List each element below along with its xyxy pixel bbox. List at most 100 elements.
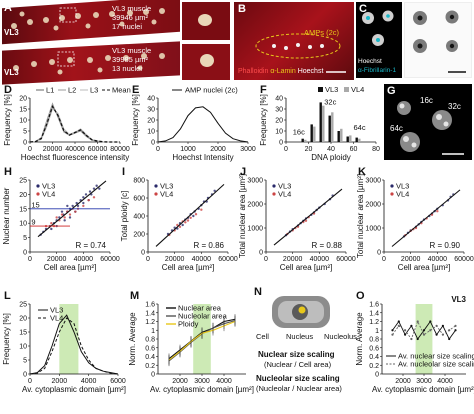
j-ylabel: Total nuclear area [µm²] (238, 174, 247, 258)
o-point-1-0 (391, 333, 394, 336)
h-point-vl4-12 (68, 213, 72, 216)
k-point-vl4-6 (436, 210, 439, 213)
d-ylabel: Frequency [%] (3, 94, 12, 146)
o-ytick-label-8: 1.6 (369, 302, 379, 309)
m-legend-1: Nucleolar area (178, 312, 228, 321)
l-legend-vl3: VL3 (50, 306, 63, 315)
k-ytick-label-3: 3000 (365, 178, 381, 185)
f-legend-swatch-1 (344, 87, 349, 92)
o-ytick-label-4: 0.8 (369, 337, 379, 344)
l-xtick-label-0: 0 (28, 378, 32, 385)
h-xtick-label-0: 0 (28, 256, 32, 263)
fiber2-muscle: VL3 muscle (112, 46, 152, 55)
f-xtick-label-2: 40 (327, 146, 335, 153)
panel-h: 0 20000 40000 60000 0 5 10 15 20 25 Cell area [µm²… (0, 166, 120, 286)
chart-j: 0 20000 40000 60000 0 1000 2000 3000 Cell area [… (238, 174, 356, 272)
o-point-0-3 (410, 324, 413, 327)
chart-i: 0 20000 40000 60000 0 200 400 600 800 Cell area [… (120, 178, 238, 273)
fiber1-area: 39946 µm² (112, 13, 149, 22)
o-xtick-label-0: 2000 (395, 378, 411, 385)
o-point-0-2 (404, 333, 407, 336)
chart-h: 0 20000 40000 60000 0 5 10 15 20 25 Cell area [µm²… (2, 178, 120, 273)
h-legend-vl3: VL3 (42, 182, 55, 191)
o-point-0-4 (416, 337, 419, 341)
o-legend-1: Av. nucleolar size scaling (398, 360, 474, 369)
j-legend-marker-1 (272, 192, 276, 196)
h-point-vl3-25 (50, 227, 53, 231)
m-ytick-label-1: 0.2 (145, 363, 155, 370)
f-bar-vl4-32 (322, 105, 325, 142)
fiber1-muscle: VL3 muscle (112, 4, 152, 13)
c-stain-hoechst: Hoechst (358, 58, 382, 65)
h-ytick-label-0: 0 (23, 250, 27, 257)
l-xlabel: Av. cytoplasmic domain [µm²] (22, 385, 126, 394)
panel-a-label: A (4, 2, 12, 14)
o-point-1-10 (454, 324, 457, 327)
d-xtick-label-3: 60000 (88, 146, 108, 153)
i-xlabel: Cell area [µm²] (162, 263, 215, 272)
h-point-vl3-10 (71, 204, 74, 208)
o-legend-0: Av. nuclear size scaling (398, 352, 474, 361)
l-ytick-label-3: 15 (19, 330, 27, 337)
o-point-0-10 (454, 329, 457, 332)
j-ytick-label-0: 0 (259, 250, 263, 257)
k-legend-marker-0 (390, 184, 394, 188)
i-legend-marker-1 (154, 192, 158, 196)
d-ytick-label-4: 20 (19, 96, 27, 103)
d-ytick-label-1: 5 (23, 129, 27, 136)
amp-region (255, 33, 346, 73)
d-ytick-label-2: 10 (19, 118, 27, 125)
e-ytick-label-4: 40 (147, 96, 155, 103)
n-scaling2-title: Nucleolar size scaling (256, 374, 340, 383)
panel-e: 0 1000 2000 3000 0 10 20 30 40 Hoechst Intensity F… (128, 84, 256, 164)
chart-k: 0 20000 40000 60000 0 1000 2000 3000 Cell area [… (356, 174, 474, 272)
f-bar-vl4-64 (358, 138, 361, 142)
d-series-l3 (29, 108, 120, 143)
h-xtick-label-2: 40000 (74, 256, 94, 263)
i-point-vl3-13 (213, 189, 216, 192)
m-ytick-label-5: 1 (151, 328, 155, 335)
h-point-vl4-9 (92, 196, 96, 199)
e-xtick-label-1: 1000 (180, 146, 196, 153)
j-xtick-label-2: 40000 (310, 256, 330, 263)
h-point-vl4-7 (82, 204, 85, 208)
n-scaling2-sub: (Nucleolar / Nuclear area) (256, 384, 342, 393)
o-series-1 (392, 320, 456, 340)
f-annot-64c: 64c (354, 123, 366, 132)
d-series-l2 (29, 102, 120, 143)
panel-k-label: K (358, 166, 366, 178)
panel-k: 0 20000 40000 60000 0 1000 2000 3000 Cell area [… (354, 166, 474, 286)
o-point-0-1 (397, 320, 400, 323)
h-point-vl3-27 (66, 204, 69, 208)
fiber2-area: 39985 µm² (112, 55, 149, 64)
o-point-1-9 (448, 329, 451, 332)
h-point-vl3-14 (84, 193, 88, 196)
stain-lamin-text: α-Lamin (270, 68, 296, 75)
panel-n: N Cell Nucleus Nucleolus Nuclear size sc… (254, 286, 384, 412)
o-point-1-8 (441, 333, 444, 336)
f-bar-vl3-40 (328, 115, 331, 142)
k-legend-vl3: VL3 (396, 182, 409, 191)
n-scaling1-sub: (Nuclear / Cell area) (264, 360, 332, 369)
panel-c: C Hoechst α-Fibrillarin-1 (356, 2, 472, 80)
k-xtick-label-2: 40000 (428, 256, 448, 263)
d-xtick-label-4: 80000 (110, 146, 130, 153)
h-ylabel: Nuclear number (2, 187, 11, 244)
panel-o: 2000 3000 4000 0 0.2 0.4 0.6 0.8 1 1.2 1.4 1.6 Av. c… (355, 290, 474, 412)
n-scaling1-title: Nuclear size scaling (258, 350, 335, 359)
h-point-vl4-3 (60, 213, 64, 216)
fiber2-nuclei: 13 nuclei (112, 64, 143, 73)
f-ytick-label-0: 0 (279, 140, 283, 147)
panel-d-label: D (4, 84, 12, 96)
fiber1-name: VL3 (4, 28, 19, 37)
i-ytick-label-1: 200 (133, 232, 145, 239)
panel-b: B AMPs (2c) Phalloidin α-Lamin Hoechst (234, 2, 354, 80)
i-point-vl4-7 (176, 223, 179, 227)
m-ytick-label-7: 1.4 (145, 310, 155, 317)
fiber1-nuclei: 17 nuclei (112, 22, 143, 31)
m-ytick-label-3: 0.6 (145, 345, 155, 352)
f-xtick-label-0: 0 (284, 146, 288, 153)
g-tag-64c: 64c (390, 124, 403, 133)
o-green-band (415, 304, 433, 374)
f-bar-vl3-32 (319, 102, 322, 142)
